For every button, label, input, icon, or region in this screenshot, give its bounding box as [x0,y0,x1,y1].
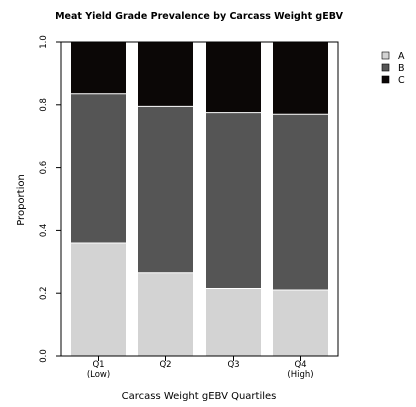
bar-segment-b-q3 [206,112,261,289]
bar-segment-a-q2 [138,272,193,356]
x-tick-label: Q1 [92,360,104,370]
bar-segment-a-q1 [71,242,126,356]
y-tick-label: 0.2 [39,286,49,300]
bar-segment-a-q4 [273,290,328,356]
bar-segment-c-q1 [71,42,126,94]
chart-title: Meat Yield Grade Prevalence by Carcass W… [55,11,344,22]
legend-swatch-b [381,63,390,72]
x-axis: Q1(Low) Q2 Q3 Q4(High) [87,356,314,380]
plot-frame [60,41,339,357]
legend: ABC [381,51,405,86]
bar-segment-a-q3 [206,288,261,356]
legend-label-c: C [398,75,405,86]
x-tick-label: Q2 [159,360,171,370]
bar-segment-b-q2 [138,106,193,273]
bar-segment-c-q3 [206,42,261,113]
y-tick-label: 0.0 [39,349,49,363]
y-axis-label: Proportion [16,174,27,226]
x-tick-label: Q3 [227,360,239,370]
y-tick-label: 0.4 [39,224,49,238]
legend-swatch-c [381,75,390,84]
legend-swatch-a [381,51,390,60]
bar-segment-c-q4 [273,42,328,115]
x-tick-sublabel: (High) [287,370,313,380]
bar-segment-b-q4 [273,114,328,291]
legend-label-b: B [398,63,405,74]
y-tick-label: 0.6 [39,161,49,175]
bar-segment-c-q2 [138,42,193,107]
x-tick-label: Q4 [294,360,306,370]
y-axis: 0.0 0.2 0.4 0.6 0.8 1.0 [39,35,61,363]
plot-area [60,41,339,357]
y-tick-label: 0.8 [39,98,49,112]
x-axis-label: Carcass Weight gEBV Quartiles [122,391,277,402]
y-tick-label: 1.0 [39,35,49,49]
legend-label-a: A [398,51,405,62]
x-tick-sublabel: (Low) [87,370,110,380]
bar-segment-b-q1 [71,93,126,243]
